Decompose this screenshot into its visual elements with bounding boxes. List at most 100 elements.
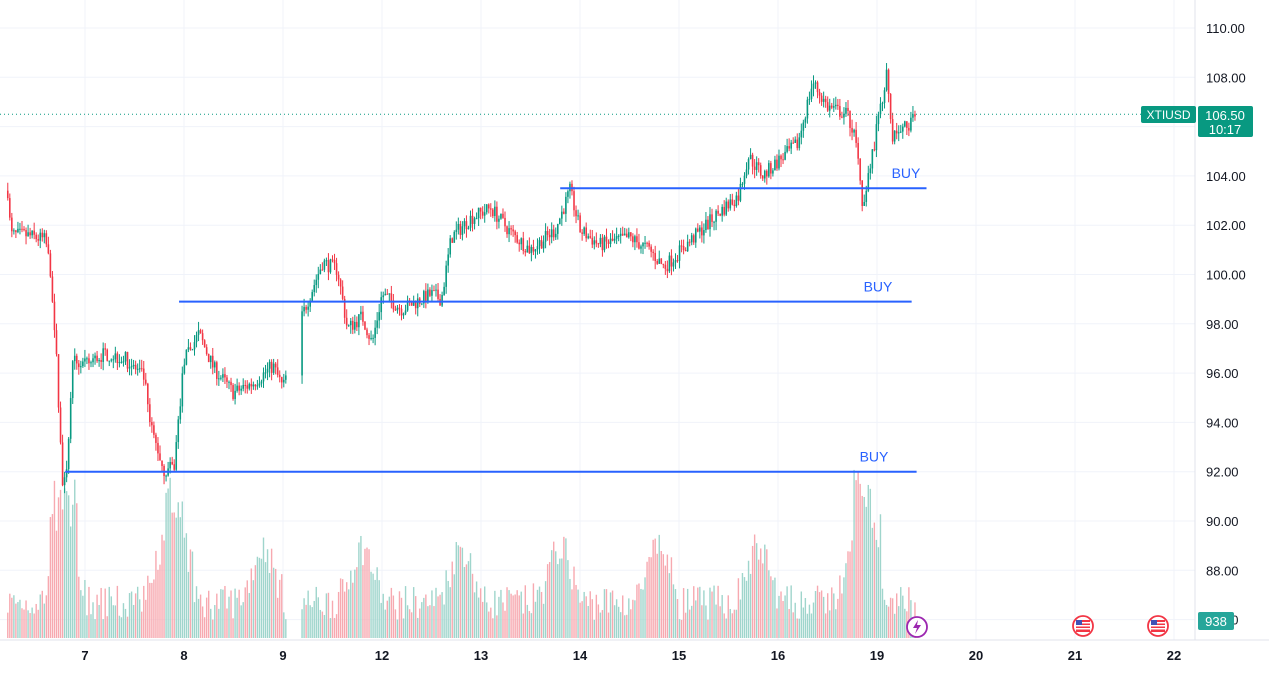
candle-body [832,106,835,108]
candle-body [11,217,13,232]
volume-bar [390,587,393,638]
volume-bar [67,495,70,638]
volume-bar [21,608,23,638]
candle-body [354,321,356,330]
volume-bar [660,550,662,638]
candle-body [467,227,470,230]
volume-bar [479,588,482,638]
candle-body [360,311,362,315]
volume-bar [477,597,480,638]
candle-body [589,236,592,238]
candle-body [609,238,612,244]
volume-bar [520,591,522,638]
candle-body [82,361,84,367]
candle-body [755,162,758,170]
candle-body [715,210,717,222]
volume-bar [780,591,782,638]
candle-body [23,228,25,231]
candle-body [372,337,374,339]
candle-body [717,210,719,214]
candle-body [260,381,263,384]
volume-bar [798,618,800,638]
volume-bar [841,593,843,638]
volume-bar [283,612,285,638]
volume-bar [473,592,476,638]
candle-body [508,228,510,235]
candle-body [766,170,768,177]
candle-body [772,170,774,174]
candle-body [743,175,746,184]
volume-bar [557,564,559,638]
candle-body [859,158,861,181]
candle-body [31,230,33,236]
candle-body [579,215,581,233]
candle-body [398,307,401,309]
us-flag-icon[interactable] [1147,615,1169,637]
candle-body [656,260,659,264]
candle-body [451,238,454,243]
candle-body [532,247,535,252]
volume-bar [879,514,882,638]
lightning-icon[interactable] [906,616,928,638]
candle-body [595,240,598,244]
candle-body [240,388,242,391]
volume-bar [865,506,867,638]
candle-body [463,221,466,227]
volume-bar [433,606,435,638]
volume-bar [74,479,76,638]
volume-bar [358,542,360,638]
volume-bar [364,548,366,638]
volume-bar [524,585,527,638]
candle-body [875,124,878,151]
volume-bar [755,543,758,638]
candle-body [108,360,111,362]
candle-body [274,363,277,368]
volume-bar [449,587,451,638]
candle-body [597,243,600,245]
volume-bar [670,557,673,638]
volume-bar [753,534,756,638]
candle-body [583,227,585,234]
volume-bar [510,593,512,638]
candle-body [469,215,472,228]
candle-body [554,233,557,238]
volume-bar [577,589,579,638]
volume-bar [776,608,778,638]
volume-bar [508,590,510,638]
candle-body [887,69,890,94]
volume-bar [126,616,129,638]
candle-body [96,355,98,362]
volume-bar [843,577,845,638]
candle-body [319,269,322,274]
volume-bar [496,615,498,638]
volume-bar [571,589,573,638]
symbol-tag: XTIUSD [1141,106,1196,123]
candle-body [559,218,561,225]
volume-bar [569,578,571,638]
volume-bar [573,566,575,638]
candle-body [75,355,78,364]
candle-body [100,360,102,362]
volume-bar [214,605,216,638]
volume-bar [45,595,48,638]
us-flag-icon[interactable] [1072,615,1094,637]
candle-body [236,385,238,391]
volume-bar [488,611,490,638]
candle-body [786,146,788,152]
candle-body [435,289,437,291]
volume-bar [31,607,33,638]
candle-body [313,285,316,293]
volume-bar [697,587,699,638]
candle-body [816,82,819,93]
volume-bar [693,586,695,638]
volume-bar [337,591,340,638]
candle-body [617,235,620,237]
volume-bar [743,577,746,638]
y-tick-label: 104.00 [1206,169,1246,184]
volume-bar [891,598,894,638]
candle-body [690,235,693,243]
volume-bar [366,547,368,638]
volume-bar [270,548,273,638]
volume-bar [634,600,636,638]
